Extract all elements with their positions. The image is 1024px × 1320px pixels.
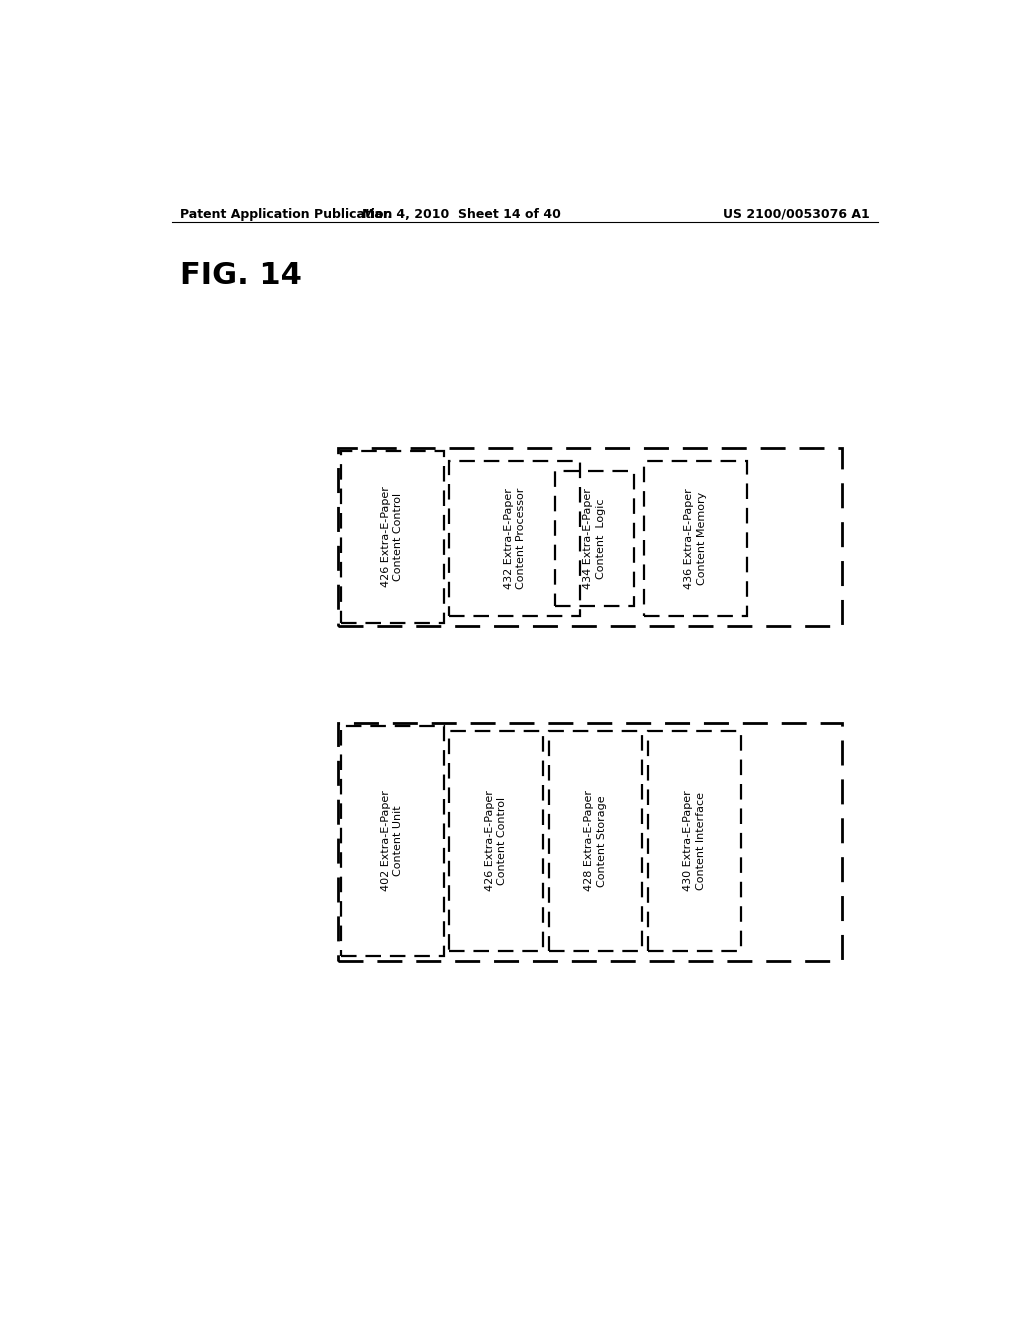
Bar — [644, 461, 748, 616]
Text: FIG. 14: FIG. 14 — [179, 261, 301, 290]
Text: 426 Extra-E-Paper
Content Control: 426 Extra-E-Paper Content Control — [381, 487, 403, 587]
Bar — [341, 451, 443, 623]
Text: 432 Extra-E-Paper
Content Processor: 432 Extra-E-Paper Content Processor — [504, 488, 526, 589]
Text: US 2100/0053076 A1: US 2100/0053076 A1 — [723, 207, 870, 220]
Text: 430 Extra-E-Paper
Content Interface: 430 Extra-E-Paper Content Interface — [683, 791, 706, 891]
Bar — [555, 471, 634, 606]
Bar — [338, 722, 842, 961]
Text: 434 Extra-E-Paper
Content  Logic: 434 Extra-E-Paper Content Logic — [584, 488, 606, 589]
Bar — [450, 731, 543, 952]
Text: 428 Extra-E-Paper
Content Storage: 428 Extra-E-Paper Content Storage — [585, 791, 606, 891]
Bar — [341, 726, 443, 956]
Bar — [549, 731, 642, 952]
Bar — [648, 731, 741, 952]
Bar — [338, 447, 842, 626]
Text: Mar. 4, 2010  Sheet 14 of 40: Mar. 4, 2010 Sheet 14 of 40 — [361, 207, 561, 220]
Text: 426 Extra-E-Paper
Content Control: 426 Extra-E-Paper Content Control — [485, 791, 508, 891]
Text: Patent Application Publication: Patent Application Publication — [179, 207, 392, 220]
Text: 402 Extra-E-Paper
Content Unit: 402 Extra-E-Paper Content Unit — [381, 791, 403, 891]
Bar — [450, 461, 581, 616]
Text: 436 Extra-E-Paper
Content Memory: 436 Extra-E-Paper Content Memory — [684, 488, 707, 589]
